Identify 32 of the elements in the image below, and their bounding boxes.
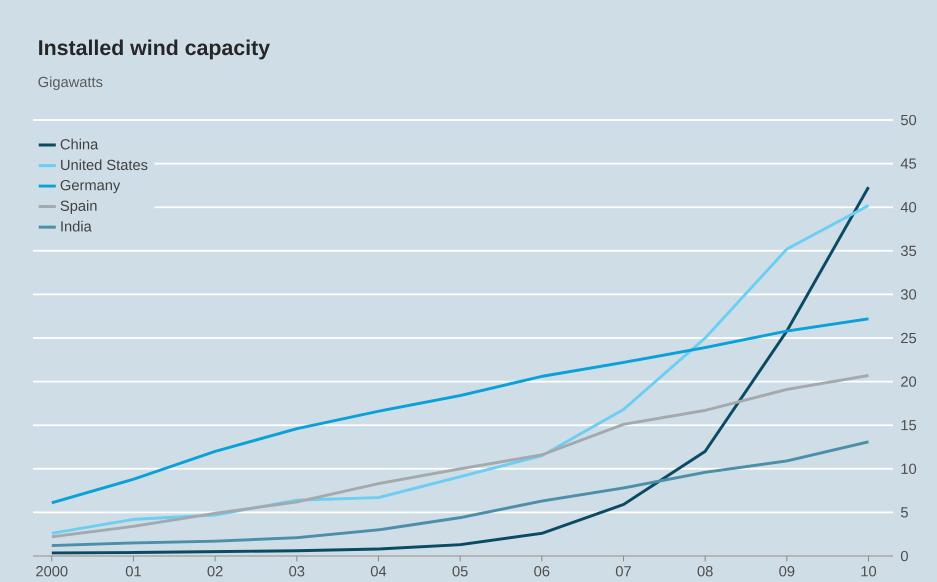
chart-title: Installed wind capacity xyxy=(39,40,270,60)
y-tick-label: 20 xyxy=(901,376,916,387)
y-tick-label: 50 xyxy=(900,114,916,126)
x-tick-label: 10 xyxy=(861,566,876,576)
legend-label: United States xyxy=(61,159,148,170)
x-tick-label: 06 xyxy=(534,566,550,576)
y-tick-label: 40 xyxy=(900,202,916,212)
y-tick-label: 15 xyxy=(901,420,916,430)
chart-subtitle: Gigawatts xyxy=(38,76,102,90)
x-tick-label: 02 xyxy=(208,566,223,576)
x-tick-label: 05 xyxy=(452,566,468,576)
x-tick-label: 04 xyxy=(370,566,386,576)
y-tick-label: 30 xyxy=(900,289,916,300)
legend-label: Spain xyxy=(60,200,96,214)
y-tick-label: 45 xyxy=(900,158,916,169)
x-tick-label: 09 xyxy=(779,566,794,576)
line-series xyxy=(50,317,870,504)
x-tick-label: 01 xyxy=(126,566,141,576)
x-tick-label: 03 xyxy=(289,566,304,576)
y-tick-label: 25 xyxy=(901,332,916,344)
x-tick-label: 2000 xyxy=(36,566,68,576)
y-tick-label: 0 xyxy=(900,550,908,562)
y-tick-label: 10 xyxy=(901,464,916,474)
legend-label: India xyxy=(61,220,92,232)
y-tick-label: 5 xyxy=(900,507,908,518)
x-tick-label: 08 xyxy=(698,566,713,576)
y-tick-label: 35 xyxy=(900,246,916,256)
x-tick-label: 07 xyxy=(616,566,631,576)
line-series xyxy=(50,440,870,548)
line-series xyxy=(50,374,870,538)
legend-label: China xyxy=(60,138,98,150)
legend-label: Germany xyxy=(60,180,120,194)
